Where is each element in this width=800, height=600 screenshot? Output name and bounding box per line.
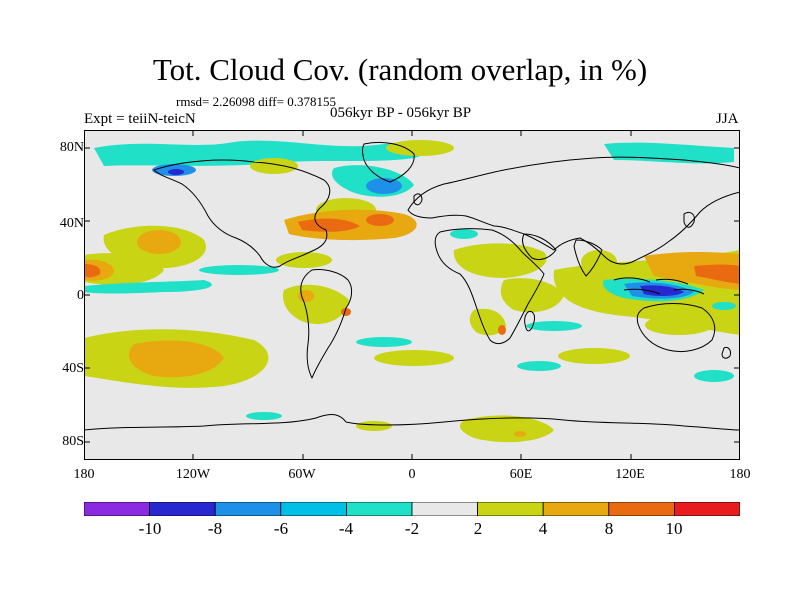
south-atlantic-cyan	[356, 337, 412, 347]
colorbar-box	[345, 502, 413, 516]
colorbar-label: -6	[273, 519, 289, 538]
axis-ticks	[84, 130, 740, 460]
central-pacific-cyan	[199, 265, 279, 275]
south-indian-yellow	[558, 348, 630, 364]
colorbar-box	[149, 502, 216, 516]
sahel-yellow	[453, 243, 547, 278]
lat-label-0: 0	[77, 288, 84, 303]
coastline-british-isles	[413, 193, 423, 206]
stats-text: rmsd= 2.26098 diff= 0.378155	[176, 94, 336, 109]
colorbar-box	[608, 502, 675, 516]
coastline-greenland	[362, 141, 415, 183]
coastline-new-zealand	[721, 347, 731, 359]
lat-label-40n: 40N	[59, 216, 84, 231]
colorbar-box	[674, 502, 740, 516]
coastline-north-america	[153, 159, 331, 268]
siberia-cyan-patch	[604, 142, 734, 164]
coastline-india	[573, 239, 603, 277]
west-pacific-red	[84, 264, 101, 278]
chart-title: Tot. Cloud Cov. (random overlap, in %)	[152, 52, 648, 87]
colorbar-label: -8	[207, 519, 223, 538]
season-label: JJA	[716, 111, 739, 127]
lon-label-180w: 180	[73, 467, 95, 482]
experiment-label: Expt = teiiN-teicN	[84, 111, 196, 127]
colorbar	[84, 502, 740, 516]
colorbar-label: 4	[538, 519, 548, 538]
lon-label-120e: 120E	[615, 467, 645, 482]
australia-yellow	[645, 315, 713, 335]
amazon-orange	[298, 290, 314, 302]
north-atlantic-red	[298, 218, 360, 232]
brazil-red-spot	[341, 308, 351, 316]
colorbar-box	[477, 502, 544, 516]
greenland-blue-patch	[366, 178, 402, 194]
north-pacific-orange	[137, 230, 181, 254]
south-pacific-orange	[128, 340, 224, 378]
coastline-africa	[434, 228, 545, 345]
lat-label-80n: 80N	[59, 140, 84, 155]
colorbar-box	[280, 502, 347, 516]
cloud-cover-map	[84, 130, 740, 460]
anomaly-fields	[84, 140, 740, 443]
coastline-arabia	[521, 233, 557, 261]
coastline-eurasia	[407, 156, 740, 265]
antarctic-orange-spot	[514, 431, 526, 437]
west-pacific-orange-band	[644, 252, 740, 290]
mid-atlantic-red	[366, 214, 394, 226]
antarctic-yellow	[459, 415, 554, 443]
antarctic-yellow-west	[356, 421, 392, 431]
south-cyan-patch	[246, 412, 282, 420]
colorbar-label: 10	[665, 519, 683, 538]
lon-label-0: 0	[408, 467, 416, 482]
eurasia-yellow-patch	[386, 140, 454, 156]
east-pacific-cyan	[84, 280, 212, 294]
central-america-yellow	[276, 252, 332, 268]
lon-label-120w: 120W	[175, 467, 211, 482]
colorbar-box	[214, 502, 282, 516]
south-pacific-cyan	[694, 370, 734, 382]
arctic-cyan-band	[94, 140, 429, 166]
colorbar-label: -10	[138, 519, 162, 538]
coastline-antarctica	[84, 414, 740, 431]
west-pacific-darkblue	[640, 285, 684, 297]
coastlines	[84, 141, 740, 431]
colorbar-box	[542, 502, 610, 516]
colorbar-box	[411, 502, 478, 516]
coastline-japan	[683, 211, 695, 228]
lon-label-180e: 180	[729, 467, 751, 482]
colorbar-box	[84, 502, 150, 516]
mozambique-red-spot	[498, 325, 506, 335]
east-pacific-cyan-small	[712, 302, 736, 310]
south-indian-cyan	[517, 361, 561, 371]
pacific-north-yellow	[250, 158, 298, 174]
period-label: 056kyr BP - 056kyr BP	[330, 105, 472, 121]
colorbar-label: -2	[404, 519, 420, 538]
colorbar-boxes	[84, 502, 740, 516]
lat-label-80s: 80S	[62, 434, 84, 449]
west-pacific-red-band	[694, 264, 740, 284]
arctic-darkblue-patch	[168, 169, 184, 175]
coastline-indonesia	[613, 277, 705, 295]
lon-label-60w: 60W	[288, 467, 316, 482]
indian-ocean-cyan	[526, 321, 582, 331]
coastline-south-america	[300, 269, 353, 379]
colorbar-label: -4	[338, 519, 354, 538]
lat-label-40s: 40S	[62, 361, 84, 376]
colorbar-label: 8	[604, 519, 614, 538]
coastline-australia	[636, 303, 716, 353]
lon-label-60e: 60E	[509, 467, 533, 482]
coastline-madagascar	[524, 311, 535, 332]
arabia-cyan	[450, 229, 478, 239]
south-atlantic-yellow	[374, 350, 454, 366]
colorbar-label: 2	[473, 519, 483, 538]
east-africa-yellow	[500, 278, 564, 313]
